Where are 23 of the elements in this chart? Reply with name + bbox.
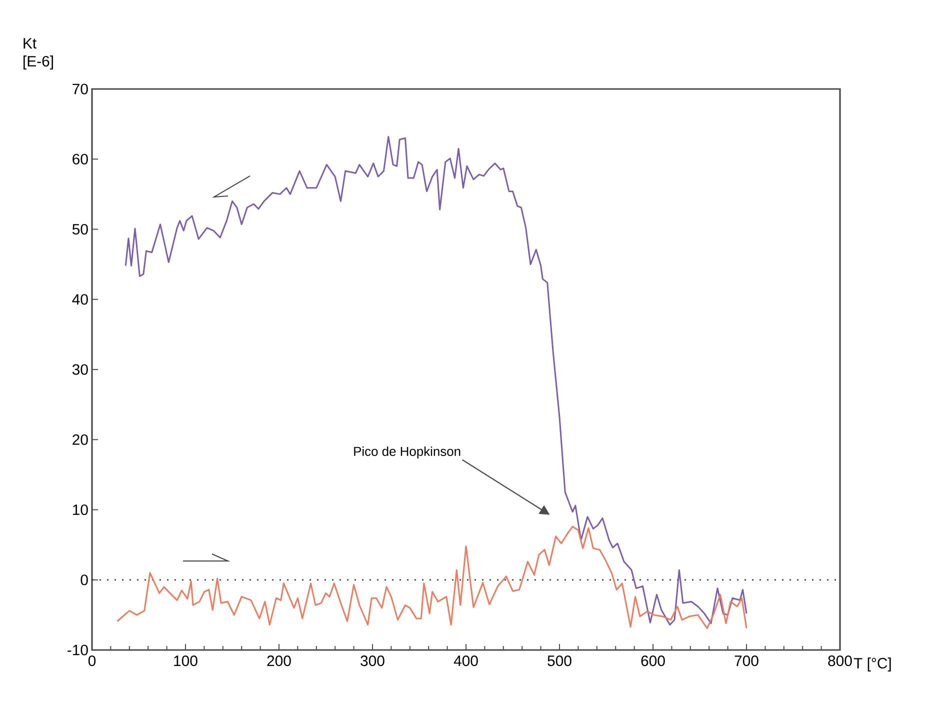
y-tick-label: 60 [72,154,88,164]
x-tick-label: 0 [88,656,96,666]
x-axis-title: T [°C] [854,658,891,672]
y-tick-label: 40 [72,294,88,305]
y-axis-title: Kt [E-6] [24,38,53,70]
line-series [116,526,748,630]
x-tick-label: 600 [641,656,665,666]
x-tick-label: 800 [828,656,852,666]
y-tick-label: 20 [72,434,88,445]
y-tick-label: 70 [72,84,88,94]
x-tick-label: 100 [174,656,198,666]
y-tick-label: 10 [73,504,88,516]
y-tick-label: -10 [68,644,88,656]
x-tick-label: 700 [734,656,758,666]
x-tick-label: 500 [548,656,572,666]
x-tick-label: 400 [454,656,478,666]
line-series [124,136,748,626]
x-tick-label: 300 [360,656,384,666]
y-tick-label: 50 [72,224,88,235]
annotation: Pico de Hopkinson [354,446,460,459]
y-tick-label: 0 [80,574,88,586]
x-tick-label: 200 [267,656,291,666]
y-tick-label: 30 [72,364,88,375]
